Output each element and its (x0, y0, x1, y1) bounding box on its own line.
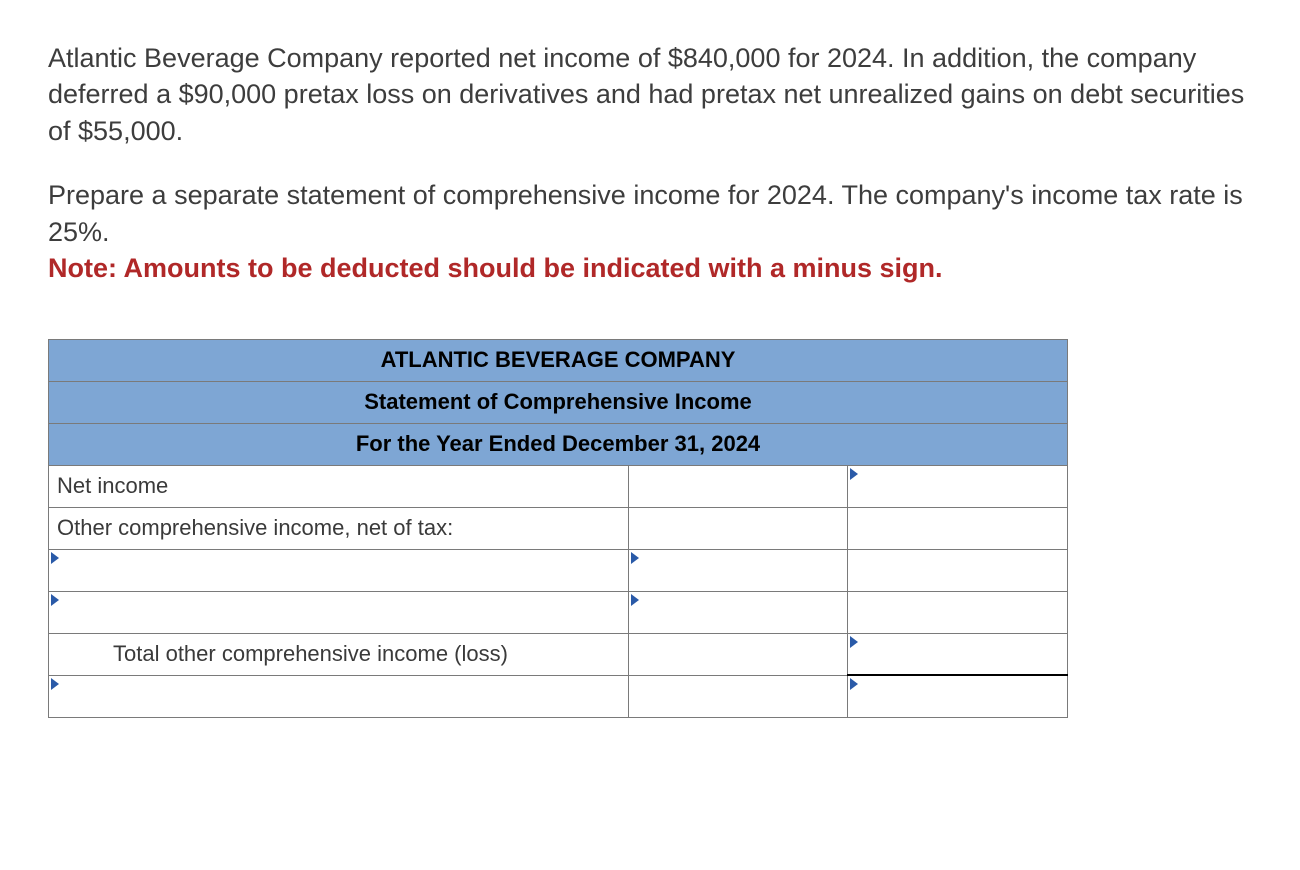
net-income-total-cell[interactable] (848, 465, 1068, 507)
total-oci-label: Total other comprehensive income (loss) (49, 633, 629, 675)
oci-item2-total-cell (848, 591, 1068, 633)
statement-table-wrap: ATLANTIC BEVERAGE COMPANY Statement of C… (48, 339, 1252, 718)
dropdown-icon (850, 678, 858, 690)
table-header-title: Statement of Comprehensive Income (49, 381, 1068, 423)
oci-header-amt-cell (628, 507, 848, 549)
dropdown-icon (51, 678, 59, 690)
dropdown-icon (631, 552, 639, 564)
table-header-period: For the Year Ended December 31, 2024 (49, 423, 1068, 465)
oci-header-total-cell (848, 507, 1068, 549)
oci-item1-amt-cell[interactable] (628, 549, 848, 591)
dropdown-icon (51, 552, 59, 564)
table-row (49, 675, 1068, 717)
dropdown-icon (850, 636, 858, 648)
net-income-label: Net income (49, 465, 629, 507)
dropdown-icon (631, 594, 639, 606)
total-oci-amt-cell (628, 633, 848, 675)
table-row: Other comprehensive income, net of tax: (49, 507, 1068, 549)
oci-item2-amt-cell[interactable] (628, 591, 848, 633)
final-total-cell[interactable] (848, 675, 1068, 717)
oci-item1-total-cell (848, 549, 1068, 591)
question-paragraph-2: Prepare a separate statement of comprehe… (48, 177, 1252, 286)
oci-header-label: Other comprehensive income, net of tax: (49, 507, 629, 549)
final-amt-cell (628, 675, 848, 717)
table-row: Total other comprehensive income (loss) (49, 633, 1068, 675)
dropdown-icon (51, 594, 59, 606)
question-note: Note: Amounts to be deducted should be i… (48, 253, 943, 283)
question-paragraph-1: Atlantic Beverage Company reported net i… (48, 40, 1252, 149)
statement-table: ATLANTIC BEVERAGE COMPANY Statement of C… (48, 339, 1068, 718)
table-row (49, 591, 1068, 633)
oci-item1-label-cell[interactable] (49, 549, 629, 591)
total-oci-total-cell[interactable] (848, 633, 1068, 675)
table-header-company: ATLANTIC BEVERAGE COMPANY (49, 339, 1068, 381)
final-label-cell[interactable] (49, 675, 629, 717)
dropdown-icon (850, 468, 858, 480)
net-income-amt-cell[interactable] (628, 465, 848, 507)
table-row: Net income (49, 465, 1068, 507)
oci-item2-label-cell[interactable] (49, 591, 629, 633)
question-text-2: Prepare a separate statement of comprehe… (48, 180, 1243, 246)
table-row (49, 549, 1068, 591)
